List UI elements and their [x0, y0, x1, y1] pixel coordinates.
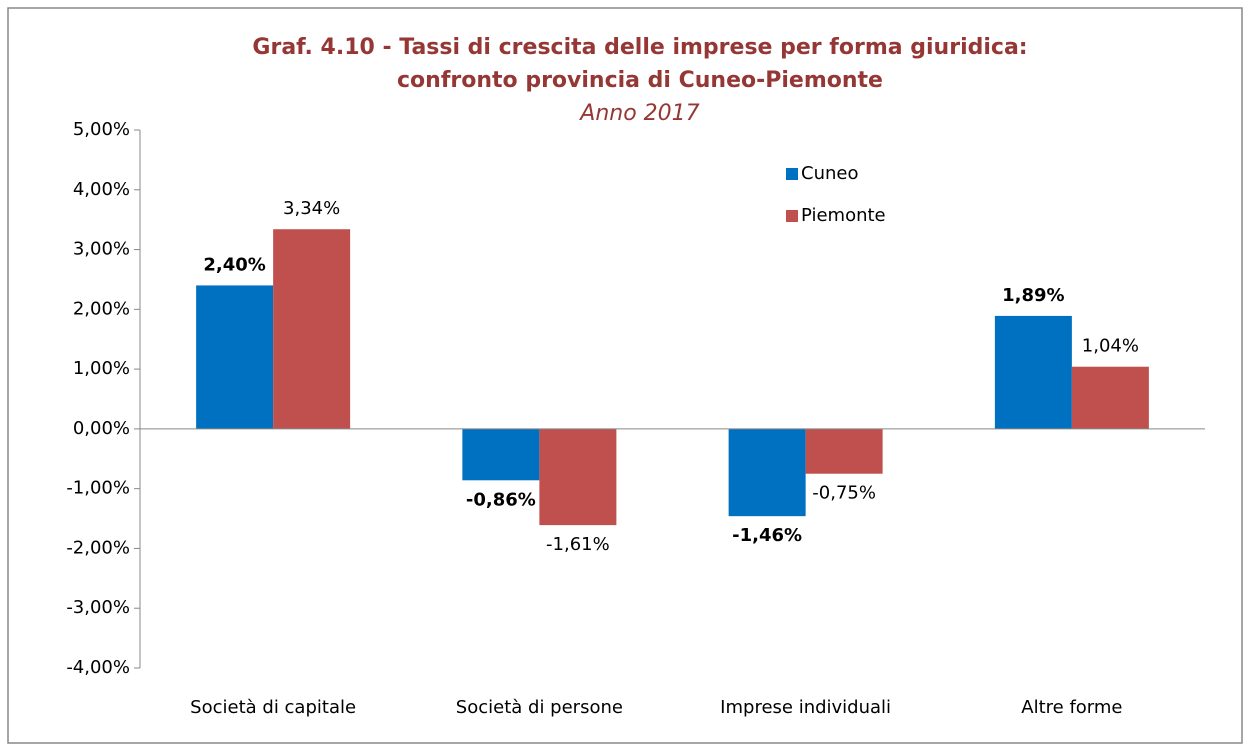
legend-label: Piemonte: [801, 205, 886, 226]
data-label: -1,61%: [546, 534, 610, 555]
y-tick-label: -4,00%: [66, 657, 130, 678]
y-tick-label: 0,00%: [73, 418, 130, 439]
y-tick-label: -3,00%: [66, 597, 130, 618]
y-tick-label: 1,00%: [73, 358, 130, 379]
y-tick-label: -1,00%: [66, 478, 130, 499]
bar: [539, 428, 617, 526]
x-tick-label: Società di persone: [456, 697, 623, 718]
chart-subtitle: Anno 2017: [578, 101, 699, 126]
data-label: 2,40%: [203, 254, 265, 275]
data-label: 3,34%: [283, 198, 340, 219]
bar: [273, 229, 351, 429]
y-tick-label: -2,00%: [66, 537, 130, 558]
y-tick-label: 5,00%: [73, 119, 130, 140]
bar: [462, 428, 540, 481]
x-tick-label: Altre forme: [1021, 697, 1122, 718]
x-tick-label: Imprese individuali: [720, 697, 891, 718]
data-label: -1,46%: [732, 525, 802, 546]
bar: [994, 315, 1072, 429]
legend-label: Cuneo: [801, 163, 858, 184]
chart-title: confronto provincia di Cuneo-Piemonte: [397, 68, 883, 93]
legend-swatch: [786, 210, 798, 222]
bar: [728, 428, 806, 517]
y-tick-label: 3,00%: [73, 239, 130, 260]
data-label: -0,86%: [466, 489, 536, 510]
data-label: 1,04%: [1082, 336, 1139, 357]
y-tick-label: 4,00%: [73, 179, 130, 200]
chart-title: Graf. 4.10 - Tassi di crescita delle imp…: [252, 35, 1027, 60]
data-label: -0,75%: [812, 483, 876, 504]
bar: [805, 428, 883, 474]
y-tick-label: 2,00%: [73, 298, 130, 319]
bar: [1071, 366, 1149, 429]
legend-swatch: [786, 168, 798, 180]
bar: [196, 285, 274, 429]
x-tick-label: Società di capitale: [190, 697, 356, 718]
data-label: 1,89%: [1002, 285, 1064, 306]
